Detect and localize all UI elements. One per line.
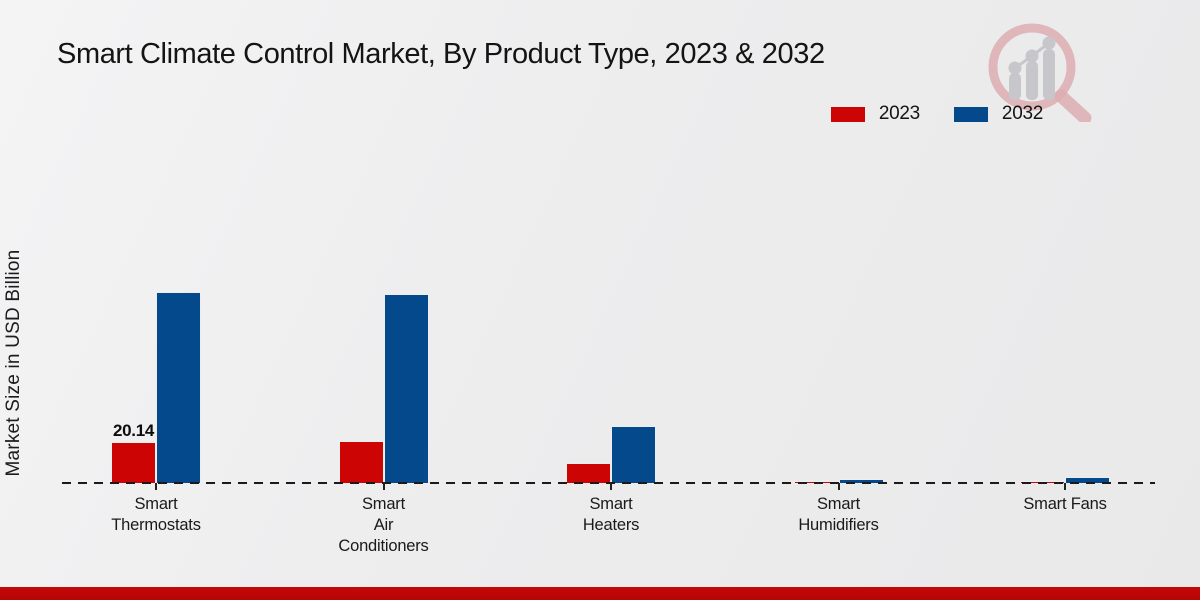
bar-2023-smart-heaters <box>566 463 611 483</box>
x-axis-tick <box>155 483 157 490</box>
bar-2032-smart-air-conditioners <box>383 294 429 483</box>
bar-2023-smart-humidifiers <box>793 480 839 483</box>
category-label-line: Smart <box>816 495 860 513</box>
legend-item-2032: 2032 <box>953 103 1043 125</box>
bar-2032-smart-fans <box>1065 477 1110 483</box>
legend-swatch-icon <box>953 106 988 122</box>
category-label-smart-fans: Smart Fans <box>980 494 1150 515</box>
zero-baseline <box>62 482 1155 484</box>
category-label-smart-humidifiers: Smart Humidifiers <box>754 494 924 536</box>
legend-item-2023: 2023 <box>830 103 920 125</box>
bar-2032-smart-humidifiers <box>838 478 884 483</box>
category-label-line: Conditioners <box>338 537 429 555</box>
category-label-line: Heaters <box>582 516 640 534</box>
category-label-line: Smart <box>589 495 633 513</box>
bar-2032-smart-heaters <box>611 426 656 483</box>
legend-label: 2032 <box>1001 103 1043 124</box>
category-label-line: Smart Fans <box>1023 495 1107 513</box>
magnifier-bar-chart-logo-icon <box>988 23 1092 122</box>
category-label-smart-air-conditioners: Smart Air Conditioners <box>299 494 469 557</box>
footer-bar <box>0 587 1200 600</box>
legend: 2023 2032 <box>830 103 1043 125</box>
x-axis-tick <box>382 483 385 490</box>
category-label-line: Thermostats <box>111 516 201 534</box>
category-label-line: Smart <box>361 495 405 513</box>
x-axis-tick <box>1064 483 1066 490</box>
bar-2023-smart-thermostats <box>111 442 156 483</box>
bar-2032-smart-thermostats <box>156 292 201 483</box>
x-axis-tick <box>610 483 612 490</box>
x-axis-tick <box>837 483 840 490</box>
bar-2023-smart-fans <box>1020 480 1065 483</box>
plot-area: 20.14 <box>62 240 1155 484</box>
category-label-line: Humidifiers <box>798 516 879 534</box>
legend-label: 2023 <box>878 103 920 124</box>
y-axis-label: Market Size in USD Billion <box>3 249 24 477</box>
category-label-smart-heaters: Smart Heaters <box>526 494 696 536</box>
bar-2023-smart-air-conditioners <box>338 441 384 483</box>
bar-value-label: 20.14 <box>112 421 155 440</box>
category-label-smart-thermostats: Smart Thermostats <box>71 494 241 536</box>
category-label-line: Smart <box>134 495 178 513</box>
category-label-line: Air <box>373 516 394 534</box>
legend-swatch-icon <box>830 106 865 122</box>
chart-title: Smart Climate Control Market, By Product… <box>57 38 825 70</box>
